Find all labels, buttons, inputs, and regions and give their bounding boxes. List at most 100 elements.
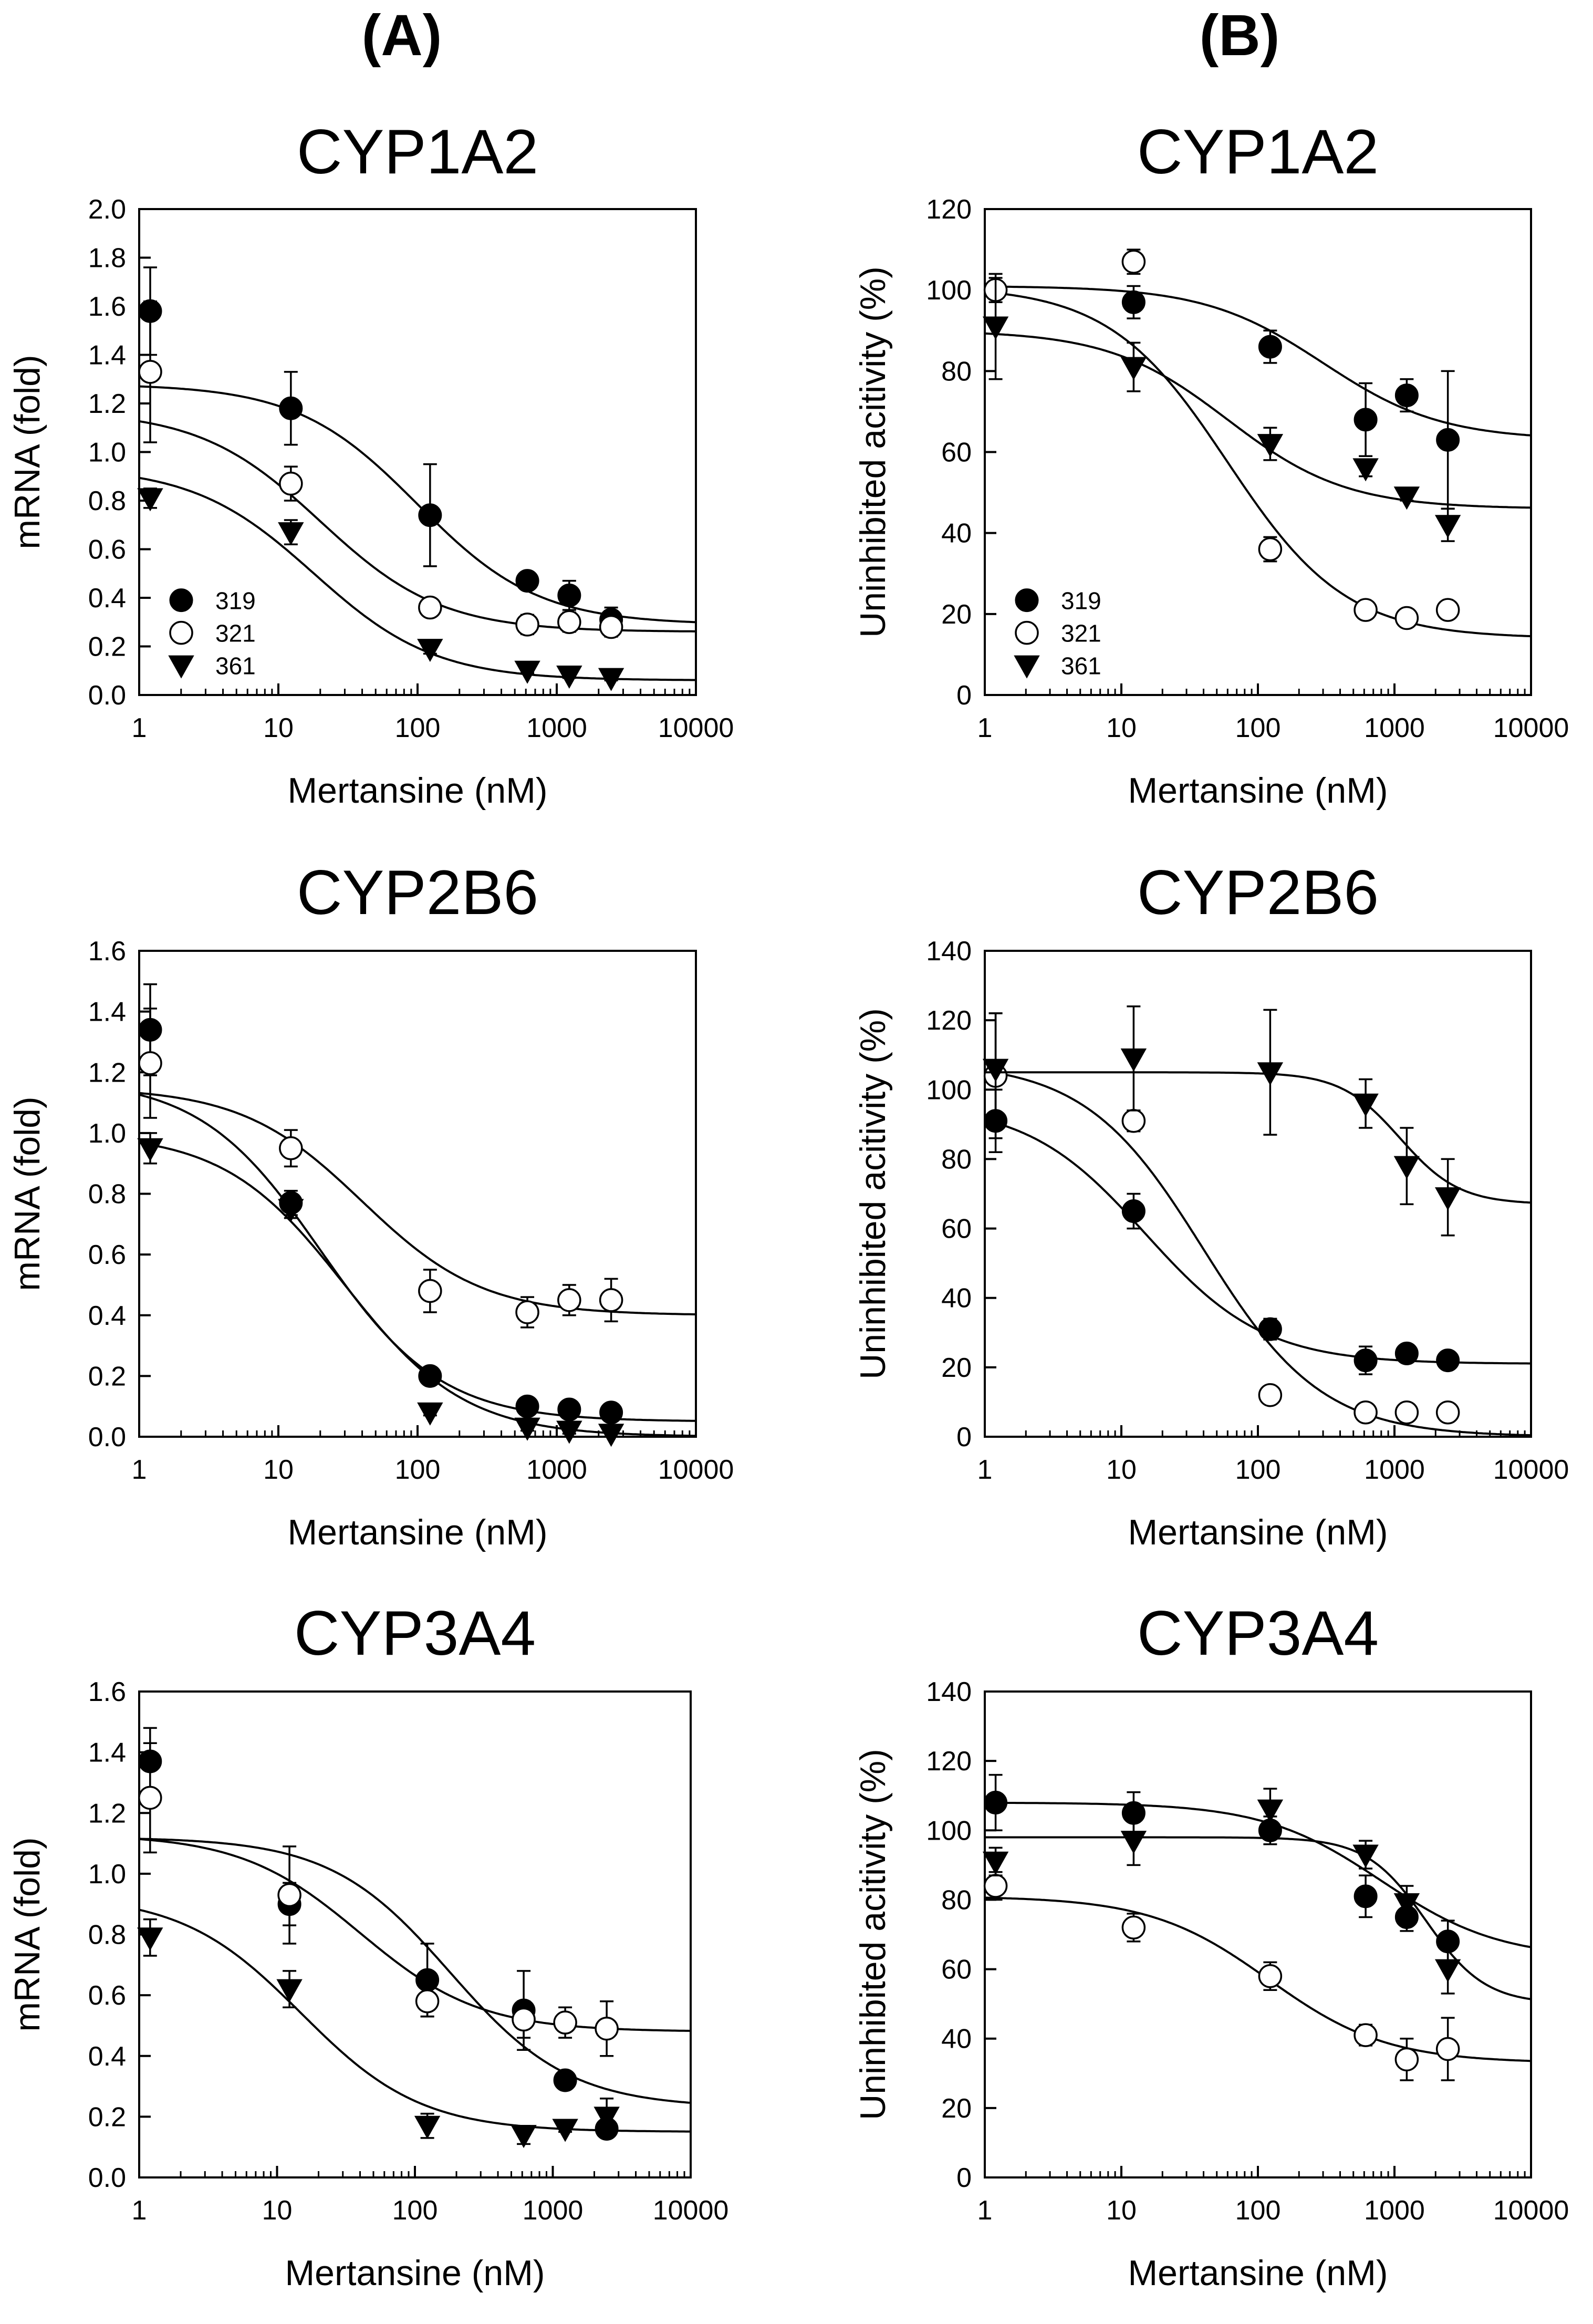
y-tick-label: 40 — [941, 2024, 972, 2055]
y-tick-label: 0.4 — [88, 1301, 126, 1331]
y-tick-label: 0.2 — [88, 632, 126, 662]
data-point — [1434, 1944, 1461, 1995]
data-point — [1394, 1341, 1419, 1365]
x-tick-label: 1 — [977, 2195, 993, 2226]
legend-label: 361 — [215, 652, 256, 680]
x-axis-label: Mertansine (nM) — [285, 2253, 545, 2293]
y-tick-label: 0.4 — [88, 2041, 126, 2072]
marker-open-circle — [1435, 598, 1460, 622]
marker-filled-circle — [1258, 335, 1282, 359]
data-point — [1257, 1788, 1284, 1832]
data-point — [1120, 1005, 1147, 1112]
marker-filled-triangle — [552, 2119, 578, 2142]
marker-filled-circle — [1121, 290, 1146, 314]
marker-open-circle — [595, 2016, 619, 2041]
x-tick-label: 1000 — [1364, 1455, 1425, 1485]
y-tick-label: 0.0 — [88, 2163, 126, 2193]
data-point — [1121, 1109, 1146, 1133]
marker-open-circle — [138, 1051, 162, 1075]
marker-filled-triangle — [511, 2125, 537, 2149]
x-tick-label: 1000 — [1364, 2195, 1425, 2226]
x-axis-label: Mertansine (nM) — [287, 1512, 547, 1552]
marker-open-circle — [1394, 1400, 1419, 1425]
marker-open-circle — [277, 1883, 301, 1907]
marker-open-circle — [1258, 537, 1283, 562]
series-319 — [138, 266, 696, 633]
data-point — [1435, 2017, 1460, 2081]
data-point — [137, 487, 163, 512]
x-tick-label: 10 — [1106, 713, 1137, 743]
data-point — [417, 1402, 443, 1426]
legend-label: 361 — [1061, 652, 1101, 680]
y-tick-label: 1.4 — [88, 1738, 126, 1768]
y-tick-label: 0.0 — [88, 1422, 126, 1452]
y-axis-label: Uninhibited acitivity (%) — [853, 1749, 893, 2120]
marker-open-circle — [138, 1786, 162, 1810]
marker-filled-circle — [1353, 1884, 1378, 1908]
data-point — [1121, 285, 1146, 319]
data-point — [552, 2119, 578, 2142]
data-point — [1394, 606, 1419, 630]
marker-filled-triangle — [168, 655, 194, 679]
data-point — [279, 371, 303, 446]
x-axis-label: Mertansine (nM) — [1128, 771, 1388, 811]
data-point — [418, 1269, 442, 1313]
marker-open-circle — [983, 1874, 1008, 1898]
y-tick-label: 80 — [941, 1885, 972, 1915]
data-point — [137, 1918, 163, 1957]
y-tick-label: 60 — [941, 438, 972, 468]
marker-open-circle — [1435, 1400, 1460, 1425]
marker-filled-triangle — [137, 1138, 163, 1161]
marker-open-circle — [1394, 606, 1419, 630]
series-361 — [137, 1908, 691, 2149]
y-tick-label: 0.8 — [88, 1179, 126, 1210]
data-point — [557, 1284, 581, 1316]
series-361 — [982, 1005, 1531, 1237]
marker-filled-circle — [1353, 1348, 1378, 1373]
y-tick-label: 0.6 — [88, 535, 126, 565]
y-tick-label: 0.0 — [88, 680, 126, 711]
data-point — [1394, 1400, 1419, 1425]
marker-open-circle — [1121, 250, 1146, 274]
marker-open-circle — [1258, 1383, 1283, 1407]
y-tick-label: 100 — [926, 1815, 972, 1846]
series-319 — [984, 1088, 1531, 1375]
marker-filled-triangle — [514, 1417, 540, 1441]
fit-curve — [985, 1836, 1531, 2000]
marker-filled-triangle — [1352, 1093, 1379, 1117]
data-point — [1353, 598, 1378, 622]
data-point — [1258, 1961, 1283, 1991]
marker-filled-circle — [984, 1790, 1008, 1814]
marker-open-circle — [515, 1300, 539, 1324]
marker-open-circle — [515, 613, 539, 637]
data-point — [515, 569, 539, 593]
marker-filled-circle — [1436, 1348, 1460, 1373]
marker-open-circle — [1015, 620, 1039, 645]
data-point — [598, 668, 624, 691]
x-tick-label: 1000 — [526, 713, 587, 743]
marker-filled-triangle — [1257, 1799, 1284, 1823]
data-point — [1258, 1317, 1282, 1341]
data-point — [1434, 1158, 1461, 1237]
y-tick-label: 140 — [926, 936, 972, 967]
marker-filled-triangle — [514, 660, 540, 684]
data-point — [982, 1846, 1009, 1876]
chart-panel-6: CYP3A4 1 10 100 1000 10000 0 20 40 60 80 100 120 140 M… — [853, 1598, 1569, 2293]
y-tick-label: 0.4 — [88, 583, 126, 614]
x-tick-label: 10 — [263, 1455, 294, 1485]
series-321 — [983, 248, 1531, 638]
x-tick-label: 10 — [263, 713, 294, 743]
data-point — [138, 1008, 162, 1119]
marker-filled-triangle — [417, 639, 443, 662]
marker-filled-circle — [279, 396, 303, 420]
data-point — [1435, 598, 1460, 622]
data-point — [138, 300, 162, 443]
fit-curve — [139, 1838, 691, 2104]
chart-title: CYP1A2 — [297, 117, 538, 187]
marker-filled-circle — [1121, 1199, 1146, 1223]
x-tick-label: 10000 — [1493, 713, 1569, 743]
data-point — [278, 519, 304, 546]
marker-open-circle — [1353, 1400, 1378, 1425]
fit-curve — [985, 1071, 1531, 1204]
series-319 — [984, 1773, 1531, 1964]
